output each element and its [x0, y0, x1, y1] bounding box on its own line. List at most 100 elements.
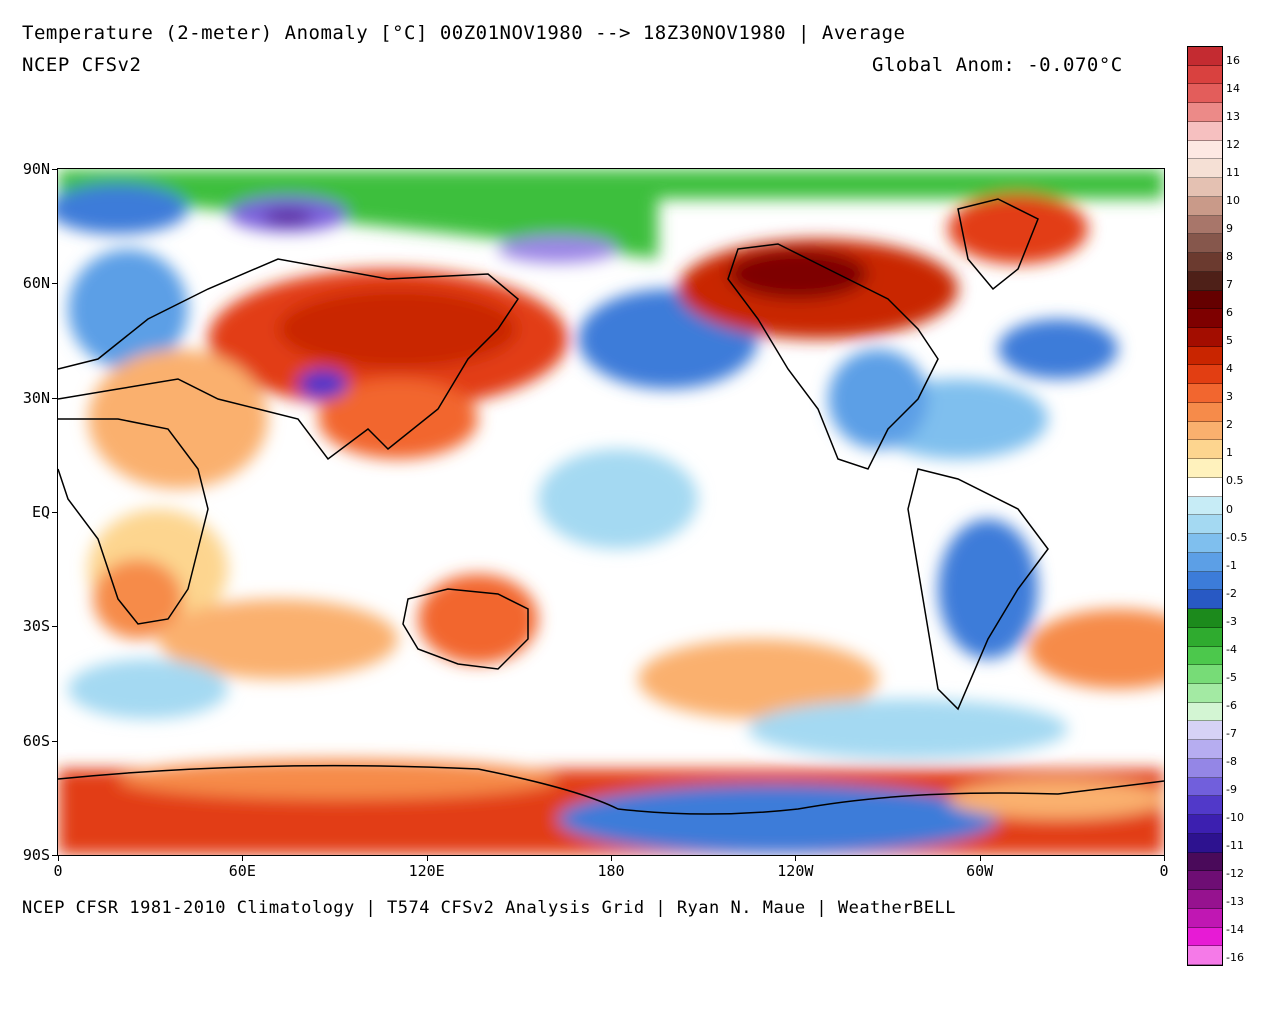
colorbar-swatch — [1188, 777, 1222, 797]
colorbar-label: 6 — [1226, 306, 1233, 320]
lon-label: 120E — [408, 862, 445, 880]
lat-tick — [52, 855, 57, 856]
colorbar-swatch — [1188, 496, 1222, 516]
colorbar-swatch — [1188, 440, 1222, 460]
colorbar-swatch — [1188, 571, 1222, 591]
colorbar-swatch — [1188, 515, 1222, 535]
colorbar-label: -1 — [1226, 558, 1237, 572]
colorbar-swatch — [1188, 740, 1222, 759]
lon-label: 60E — [228, 862, 256, 880]
lon-label: 180 — [597, 862, 625, 880]
colorbar-label: -6 — [1226, 698, 1237, 712]
colorbar-label: 12 — [1226, 138, 1240, 152]
colorbar-swatch — [1188, 721, 1222, 741]
colorbar-swatch — [1188, 159, 1222, 179]
lon-label: 0 — [1159, 862, 1169, 880]
colorbar-swatch — [1188, 65, 1222, 85]
colorbar-swatch — [1188, 402, 1222, 422]
colorbar-swatch — [1188, 646, 1222, 666]
colorbar-label: 13 — [1226, 110, 1240, 124]
colorbar-label: 9 — [1226, 222, 1233, 236]
colorbar-swatch — [1188, 346, 1222, 366]
colorbar-swatch — [1188, 84, 1222, 104]
colorbar-label: -14 — [1226, 922, 1244, 936]
lat-label: 30S — [22, 617, 50, 636]
colorbar-swatch — [1188, 702, 1222, 722]
colorbar-swatch — [1188, 927, 1222, 947]
colorbar-swatch — [1188, 421, 1222, 441]
colorbar-label: -13 — [1226, 894, 1244, 908]
colorbar-swatch — [1188, 833, 1222, 853]
colorbar-label: 4 — [1226, 362, 1233, 376]
colorbar-swatch — [1188, 215, 1222, 235]
colorbar-label: -3 — [1226, 614, 1237, 628]
model-name: NCEP CFSv2 — [22, 54, 142, 76]
colorbar-swatch — [1188, 890, 1222, 909]
lat-tick — [52, 397, 57, 399]
colorbar-swatch — [1188, 140, 1222, 160]
colorbar-label: 7 — [1226, 278, 1233, 292]
colorbar-label: -4 — [1226, 642, 1237, 656]
lat-tick — [52, 283, 57, 285]
colorbar-label: -10 — [1226, 810, 1244, 824]
colorbar-label: 0 — [1226, 502, 1233, 516]
lat-label: 90S — [22, 846, 50, 864]
colorbar-label: 11 — [1226, 166, 1240, 180]
colorbar-label: -2 — [1226, 586, 1237, 600]
lon-label: 60W — [966, 862, 994, 880]
colorbar-label: 1 — [1226, 446, 1233, 460]
colorbar-label: 14 — [1226, 82, 1240, 96]
colorbar-swatch — [1188, 871, 1222, 891]
anomaly-field — [58, 169, 1164, 855]
colorbar-label: 5 — [1226, 334, 1233, 348]
colorbar-label: -11 — [1226, 838, 1244, 852]
colorbar-swatch — [1188, 627, 1222, 647]
lat-label: 90N — [22, 160, 50, 178]
colorbar — [1187, 46, 1223, 966]
lat-tick — [52, 169, 57, 170]
lon-tick — [795, 856, 797, 861]
colorbar-label: 10 — [1226, 194, 1240, 208]
colorbar-swatch — [1188, 271, 1222, 291]
colorbar-swatch — [1188, 590, 1222, 610]
colorbar-label: 16 — [1226, 54, 1240, 67]
colorbar-label: -12 — [1226, 866, 1244, 880]
colorbar-swatch — [1188, 309, 1222, 329]
colorbar-swatch — [1188, 178, 1222, 197]
lon-tick — [611, 856, 612, 861]
colorbar-swatch — [1188, 534, 1222, 553]
colorbar-label: -0.5 — [1226, 530, 1248, 544]
colorbar-swatch — [1188, 253, 1222, 272]
colorbar-label: -8 — [1226, 754, 1237, 768]
lon-label: 120W — [777, 862, 814, 880]
colorbar-swatch — [1188, 365, 1222, 385]
colorbar-label: -5 — [1226, 670, 1237, 684]
map-title: Temperature (2-meter) Anomaly [°C] 00Z01… — [22, 22, 906, 44]
lat-tick — [52, 512, 57, 513]
global-anomaly: Global Anom: -0.070°C — [872, 54, 1123, 76]
colorbar-swatch — [1188, 796, 1222, 816]
lat-label: 60N — [22, 274, 50, 293]
lat-tick — [52, 626, 57, 628]
colorbar-swatch — [1188, 683, 1222, 703]
colorbar-swatch — [1188, 815, 1222, 834]
colorbar-swatch — [1188, 328, 1222, 347]
colorbar-swatch — [1188, 121, 1222, 141]
colorbar-label: -7 — [1226, 726, 1237, 740]
lon-tick — [979, 856, 981, 861]
lon-tick — [1164, 856, 1165, 861]
lat-label: EQ — [31, 503, 50, 521]
colorbar-label: 3 — [1226, 390, 1233, 404]
colorbar-swatch — [1188, 47, 1222, 66]
colorbar-swatch — [1188, 852, 1222, 872]
lat-label: 60S — [22, 731, 50, 750]
colorbar-label: -9 — [1226, 782, 1237, 796]
colorbar-swatch — [1188, 946, 1222, 965]
colorbar-swatch — [1188, 477, 1222, 497]
colorbar-swatch — [1188, 459, 1222, 478]
lon-tick — [426, 856, 428, 861]
credit-line: NCEP CFSR 1981-2010 Climatology | T574 C… — [22, 898, 956, 918]
anomaly-map — [57, 168, 1165, 856]
lon-label: 0 — [53, 862, 63, 880]
colorbar-label: 0.5 — [1226, 474, 1244, 488]
